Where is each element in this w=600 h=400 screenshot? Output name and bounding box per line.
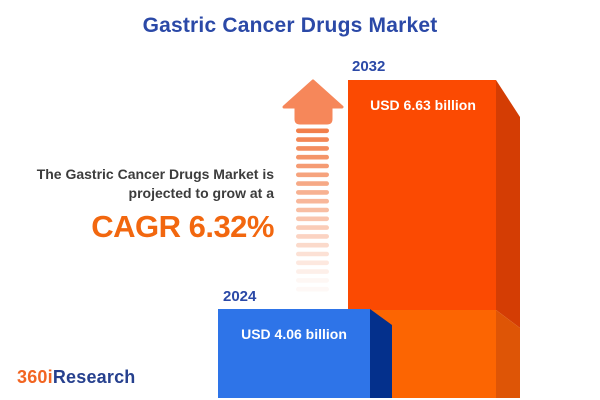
growth-arrow-icon xyxy=(282,79,344,292)
bar-2024: 2024 USD 4.06 billion xyxy=(218,288,392,398)
growth-arrow-stripe xyxy=(296,163,329,169)
brand-logo: 360iResearch xyxy=(17,367,136,388)
brand-logo-360i: 360i xyxy=(17,367,53,387)
growth-arrow-stripe xyxy=(296,137,329,142)
growth-arrow-stripe xyxy=(296,286,329,292)
growth-arrow-stripe xyxy=(296,198,329,204)
growth-arrow-stripe xyxy=(296,190,329,195)
bar-2032-year-label: 2032 xyxy=(352,58,385,75)
bar-2032-front xyxy=(348,80,496,310)
growth-arrow-stripe xyxy=(296,269,329,274)
growth-arrow-stripe xyxy=(296,146,329,151)
annotation-block: The Gastric Cancer Drugs Market is proje… xyxy=(0,165,275,245)
growth-arrow-stripes xyxy=(296,128,329,292)
annotation-line-1: The Gastric Cancer Drugs Market is xyxy=(36,166,274,182)
growth-arrow-stripe xyxy=(296,154,329,160)
growth-arrow-stripe xyxy=(296,181,329,186)
annotation-line-2: projected to grow at a xyxy=(128,185,274,201)
growth-arrow-stripe xyxy=(296,242,329,248)
growth-arrow-stripe xyxy=(296,216,329,222)
bar-2032-value-label: USD 6.63 billion xyxy=(370,97,476,113)
growth-arrow-stripe xyxy=(296,172,329,178)
growth-arrow-stripe xyxy=(296,225,329,230)
growth-arrow-stripe xyxy=(296,278,329,283)
growth-arrow-stripe xyxy=(296,207,329,213)
bar-2032: 2032 USD 6.63 billion xyxy=(348,58,520,398)
cagr-value: CAGR 6.32% xyxy=(91,209,274,244)
brand-logo-research: Research xyxy=(52,367,136,387)
growth-arrow-stripe xyxy=(296,234,329,239)
bar-2024-year-label: 2024 xyxy=(223,288,257,305)
bar-2024-side xyxy=(370,309,392,398)
bar-2032-side-bottom xyxy=(496,310,520,398)
growth-arrow-head xyxy=(282,79,344,125)
bar-2032-side-top xyxy=(496,80,520,328)
bar-2024-front xyxy=(218,309,370,398)
bar-2024-value-label: USD 4.06 billion xyxy=(241,326,347,342)
growth-arrow-stripe xyxy=(296,128,329,134)
growth-arrow-stripe xyxy=(296,260,329,266)
growth-arrow-stripe xyxy=(296,251,329,257)
page-title: Gastric Cancer Drugs Market xyxy=(142,14,438,37)
